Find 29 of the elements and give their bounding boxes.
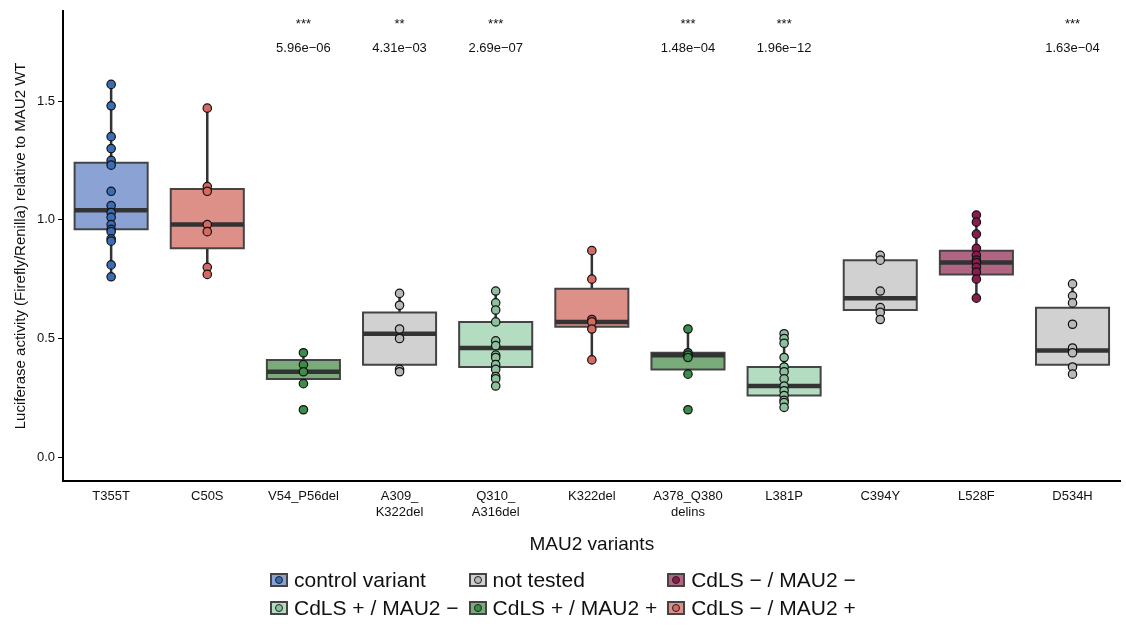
x-tick-label: K322del [567,488,616,504]
x-tick-label: T355T [92,488,130,504]
legend-label: CdLS + / MAU2 − [294,596,459,620]
x-tick-label: A378_Q380 delins [653,488,723,519]
x-tick-label: V54_P56del [268,488,339,504]
y-tick-label: 0.0 [36,448,56,464]
x-tick-label: D534H [1052,488,1093,504]
annotation: *** 1.48e−04 [660,16,716,56]
annotation: *** 5.96e−06 [276,16,331,56]
x-tick-label: A309_ K322del [375,488,424,519]
legend-label: CdLS − / MAU2 − [691,568,856,592]
annotation: *** 1.63e−04 [1045,16,1100,56]
annotation: *** 1.96e−12 [756,16,812,56]
legend-label: CdLS + / MAU2 + [492,596,658,620]
annotation: ** 4.31e−03 [372,16,427,56]
y-tick-label: 1.5 [36,92,56,108]
x-axis-title: MAU2 variants [529,532,655,554]
y-tick-label: 0.5 [36,330,56,346]
x-tick-label: L528F [957,488,995,504]
x-tick-label: L381P [765,488,803,504]
y-axis-title: Luciferase activity (Firefly/Renilla) relative to MAU2 WT [11,62,29,430]
annotation: *** 2.69e−07 [468,16,523,56]
y-tick-label: 1.0 [36,211,56,227]
legend-label: CdLS − / MAU2 + [691,596,856,620]
x-tick-label: C50S [191,488,224,504]
x-tick-label: Q310_ A316del [471,488,520,519]
legend-label: control variant [294,568,426,592]
legend-label: not tested [492,568,585,592]
x-tick-label: C394Y [860,488,901,504]
